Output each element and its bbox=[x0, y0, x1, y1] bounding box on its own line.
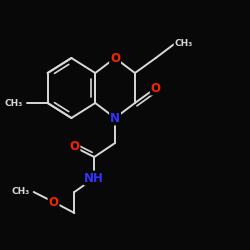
Text: N: N bbox=[110, 112, 120, 124]
Text: O: O bbox=[110, 52, 120, 64]
Text: O: O bbox=[151, 82, 161, 94]
Text: O: O bbox=[70, 140, 80, 153]
Text: CH₃: CH₃ bbox=[174, 38, 193, 48]
Text: CH₃: CH₃ bbox=[12, 188, 30, 196]
Text: NH: NH bbox=[84, 172, 104, 184]
Text: CH₃: CH₃ bbox=[4, 98, 23, 108]
Text: O: O bbox=[48, 196, 58, 208]
